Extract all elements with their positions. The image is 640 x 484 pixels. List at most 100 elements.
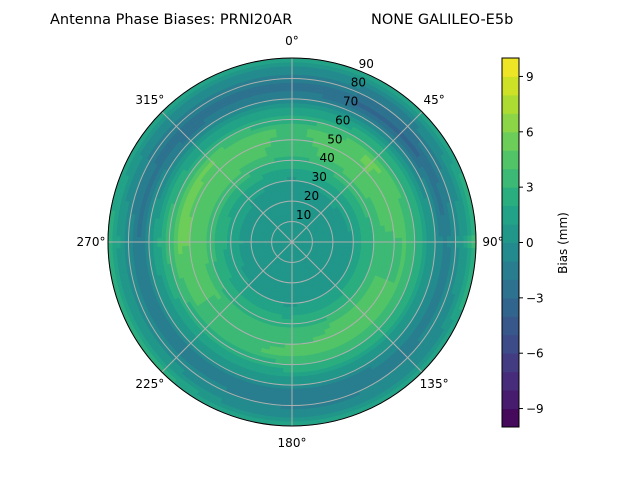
theta-tick-label: 90°: [482, 235, 503, 249]
contour-cell: [292, 164, 297, 168]
contour-cell: [292, 70, 304, 74]
contour-cell: [292, 356, 300, 360]
contour-cell: [287, 307, 292, 311]
contour-cell: [288, 291, 292, 295]
r-tick-label: 80: [351, 76, 366, 90]
contour-cell: [284, 348, 292, 352]
contour-cell: [202, 245, 207, 251]
r-tick-label: 60: [335, 113, 350, 127]
contour-cell: [289, 193, 292, 197]
colorbar-tick-label: 6: [526, 125, 534, 139]
contour-cell: [377, 245, 382, 251]
contour-cell: [202, 233, 207, 239]
r-tick-label: 20: [304, 189, 319, 203]
contour-cell: [285, 332, 292, 336]
contour-cell: [284, 356, 292, 360]
contour-cell: [287, 168, 292, 172]
contour-cell: [194, 232, 199, 239]
r-tick-label: 40: [319, 151, 334, 165]
contour-cell: [284, 185, 288, 189]
colorbar-tick-label: −9: [526, 402, 544, 416]
colorbar-level: [502, 169, 519, 188]
contour-cell: [285, 336, 292, 340]
contour-cell: [292, 91, 303, 95]
contour-cell: [377, 233, 382, 239]
contour-cell: [285, 148, 292, 152]
colorbar-tick-label: −6: [526, 347, 544, 361]
contour-cell: [285, 193, 289, 197]
contour-cell: [295, 291, 299, 295]
contour-cell: [292, 111, 301, 115]
contour-cell: [292, 368, 301, 372]
colorbar-level: [502, 206, 519, 225]
contour-cell: [284, 352, 292, 356]
contour-cell: [285, 144, 292, 148]
contour-cell: [284, 123, 292, 127]
contour-cell: [239, 244, 243, 248]
contour-cell: [292, 107, 301, 111]
theta-tick-label: 180°: [278, 436, 307, 450]
contour-cell: [287, 311, 292, 315]
colorbar-level: [502, 409, 519, 428]
contour-cell: [292, 393, 303, 397]
contour-cell: [292, 103, 302, 107]
contour-cell: [292, 413, 304, 418]
contour-cell: [292, 128, 300, 132]
contour-cell: [361, 244, 365, 249]
contour-cell: [292, 144, 299, 148]
contour-cell: [357, 244, 361, 249]
contour-cell: [292, 311, 297, 315]
contour-cell: [295, 287, 299, 291]
contour-cell: [292, 123, 300, 127]
contour-cell: [284, 128, 292, 132]
r-tick-label: 10: [296, 208, 311, 222]
contour-cell: [292, 83, 303, 87]
contour-cell: [292, 417, 305, 422]
polar-plot: 0°45°90°135°180°225°270°315° 10203040506…: [77, 34, 504, 450]
contour-cell: [292, 185, 296, 189]
chart-title-right: NONE GALILEO-E5b: [371, 12, 513, 28]
contour-cell: [341, 236, 345, 240]
colorbar-level: [502, 113, 519, 132]
contour-cell: [281, 393, 292, 397]
colorbar-level: [502, 132, 519, 151]
contour-cell: [292, 287, 295, 291]
colorbar-level: [502, 95, 519, 114]
contour-cell: [292, 332, 299, 336]
contour-cell: [281, 83, 292, 87]
contour-cell: [292, 348, 300, 352]
contour-cell: [243, 244, 247, 248]
colorbar-tick-label: 3: [526, 181, 534, 195]
colorbar-level: [502, 335, 519, 354]
colorbar-tick-label: 9: [526, 70, 534, 84]
contour-cell: [287, 164, 292, 168]
contour-cell: [288, 185, 292, 189]
contour-cell: [292, 181, 296, 185]
contour-cell: [218, 234, 222, 239]
contour-cell: [292, 299, 296, 303]
contour-cell: [288, 299, 292, 303]
contour-cell: [235, 244, 239, 248]
colorbar-level: [502, 298, 519, 317]
contour-cell: [337, 237, 341, 241]
colorbar-level: [502, 187, 519, 206]
contour-cell: [286, 328, 292, 332]
contour-cell: [288, 189, 292, 193]
contour-cell: [287, 172, 292, 176]
contour-cell: [283, 107, 292, 111]
colorbar-level: [502, 243, 519, 262]
contour-cell: [381, 245, 386, 252]
contour-cell: [283, 368, 292, 372]
contour-cell: [281, 389, 292, 393]
contour-cell: [284, 132, 292, 136]
colorbar-label: Bias (mm): [556, 212, 570, 274]
contour-cell: [292, 328, 298, 332]
contour-cell: [198, 232, 203, 239]
contour-cell: [285, 189, 289, 193]
contour-cell: [292, 373, 301, 377]
r-tick-label: 70: [343, 95, 358, 109]
grid-lines: [108, 58, 476, 426]
contour-cell: [296, 295, 300, 299]
contour-cell: [287, 315, 292, 319]
